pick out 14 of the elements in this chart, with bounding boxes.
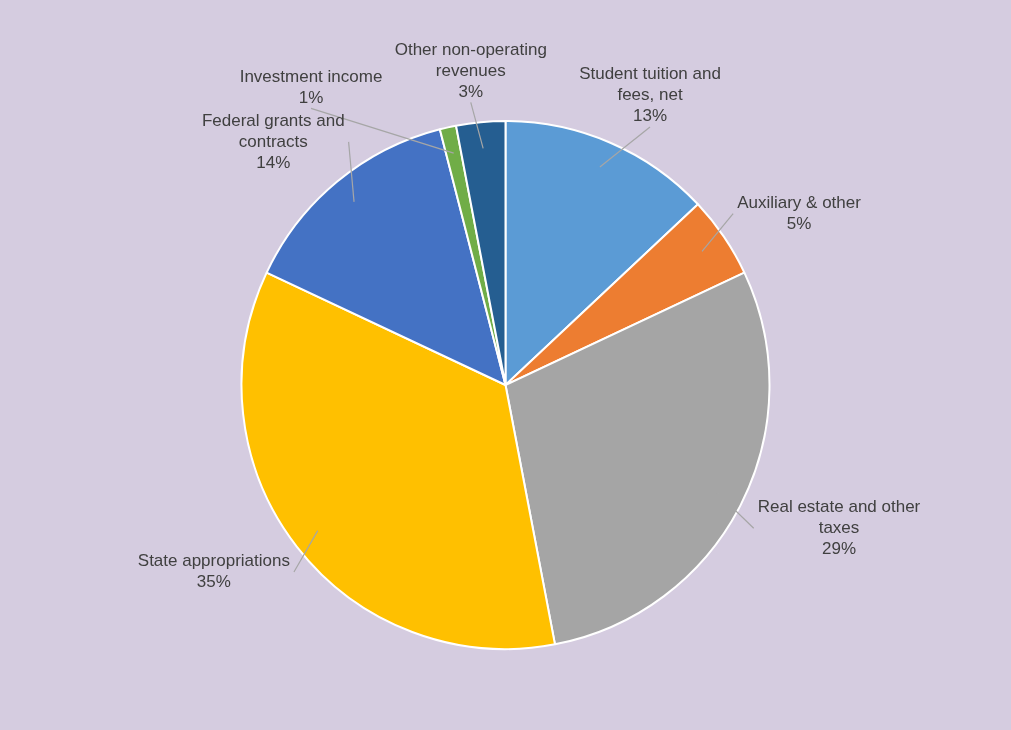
slice-label: Federal grants and contracts — [201, 110, 345, 151]
slice-label: Real estate and other taxes — [757, 496, 921, 537]
data-label: 13% — [633, 106, 668, 126]
slice-label: Investment income — [239, 66, 383, 86]
data-label: 29% — [821, 538, 856, 558]
data-label: 3% — [458, 81, 484, 101]
slice-label: Other non-operating revenues — [394, 39, 547, 80]
data-label: 35% — [196, 572, 231, 592]
data-label: 1% — [298, 87, 324, 107]
slice-label: State appropriations — [137, 551, 290, 571]
data-label: 5% — [786, 213, 812, 233]
slice-label: Student tuition and fees, net — [579, 64, 721, 105]
data-label: 14% — [256, 152, 291, 172]
slice-label: Auxiliary & other — [737, 192, 862, 212]
